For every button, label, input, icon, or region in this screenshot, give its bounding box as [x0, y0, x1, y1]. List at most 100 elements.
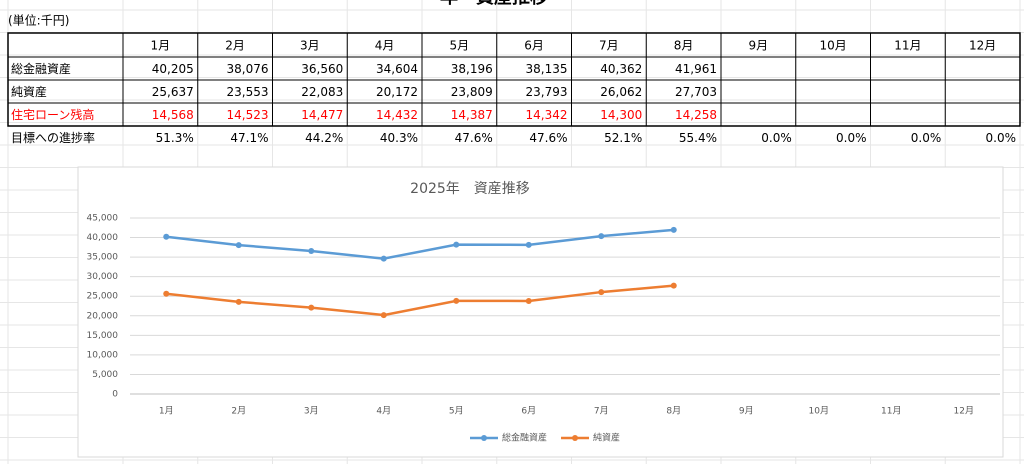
series-line — [166, 228, 674, 260]
data-point — [235, 298, 242, 305]
column-header: 11月 — [894, 39, 921, 53]
x-tick-label: 6月 — [521, 406, 536, 417]
x-tick-label: 2月 — [231, 406, 246, 417]
data-point — [453, 297, 460, 304]
cell-value: 44.2% — [305, 131, 343, 145]
chart-title: 2025年 資産推移 — [410, 181, 530, 197]
data-point — [163, 290, 170, 297]
data-point — [670, 282, 677, 289]
cell-value: 40.3% — [380, 131, 418, 145]
legend-marker — [572, 435, 579, 441]
data-point — [235, 242, 242, 249]
cell-value: 38,076 — [227, 62, 269, 76]
cell-value: 22,083 — [301, 85, 343, 99]
data-point — [598, 289, 605, 296]
cell-value: 23,809 — [451, 85, 493, 99]
y-tick-label: 35,000 — [87, 253, 119, 263]
cell-value: 27,703 — [675, 85, 717, 99]
cell-value: 26,062 — [600, 85, 642, 99]
cell-value: 40,362 — [600, 62, 642, 76]
row-label: 総金融資産 — [11, 61, 71, 76]
x-tick-label: 3月 — [304, 406, 319, 417]
column-header: 3月 — [300, 39, 320, 53]
y-tick-label: 40,000 — [87, 233, 119, 243]
row-label: 純資産 — [11, 84, 47, 99]
x-tick-label: 5月 — [449, 406, 464, 417]
cell-value: 14,477 — [301, 108, 343, 122]
legend-label: 純資産 — [593, 432, 620, 444]
x-tick-label: 4月 — [376, 406, 391, 417]
column-header: 1月 — [151, 39, 171, 53]
column-header: 9月 — [749, 39, 769, 53]
data-point — [380, 312, 387, 319]
x-tick-label: 7月 — [594, 406, 609, 417]
cell-value: 36,560 — [301, 62, 343, 76]
data-point — [163, 233, 170, 240]
cell-value: 55.4% — [679, 131, 717, 145]
cell-value: 47.6% — [455, 131, 493, 145]
x-tick-label: 1月 — [159, 406, 174, 417]
series-line — [166, 284, 674, 317]
x-tick-label: 12月 — [954, 406, 974, 417]
cell-value: 41,961 — [675, 62, 717, 76]
cell-value: 20,172 — [376, 85, 418, 99]
x-tick-label: 8月 — [666, 406, 681, 417]
column-header: 6月 — [524, 39, 544, 53]
y-tick-label: 5,000 — [92, 370, 118, 380]
row-label: 住宅ローン残高 — [11, 107, 94, 122]
column-header: 7月 — [599, 39, 619, 53]
cell-value: 38,135 — [526, 62, 568, 76]
y-tick-label: 45,000 — [87, 214, 119, 224]
cell-value: 47.6% — [529, 131, 567, 145]
cell-value: 14,387 — [451, 108, 493, 122]
cell-value: 23,553 — [227, 85, 269, 99]
y-tick-label: 30,000 — [87, 272, 119, 282]
column-header: 2月 — [225, 39, 245, 53]
y-tick-label: 25,000 — [87, 292, 119, 302]
unit-label: (単位:千円) — [8, 13, 69, 28]
data-point — [453, 241, 460, 248]
cell-value: 0.0% — [911, 131, 942, 145]
data-point — [380, 255, 387, 262]
data-point — [525, 297, 532, 304]
data-point — [670, 226, 677, 233]
column-header: 8月 — [674, 39, 694, 53]
legend-label: 総金融資産 — [502, 432, 547, 444]
x-tick-label: 9月 — [739, 406, 754, 417]
column-header: 5月 — [450, 39, 470, 53]
column-header: 4月 — [375, 39, 395, 53]
column-header: 10月 — [819, 39, 846, 53]
cell-value: 23,793 — [526, 85, 568, 99]
cell-value: 51.3% — [156, 131, 194, 145]
data-point — [308, 304, 315, 311]
data-point — [308, 248, 315, 255]
cell-value: 52.1% — [604, 131, 642, 145]
cell-value: 38,196 — [451, 62, 493, 76]
data-point — [598, 233, 605, 240]
y-tick-label: 10,000 — [87, 350, 119, 360]
cell-value: 14,258 — [675, 108, 717, 122]
cell-value: 47.1% — [230, 131, 268, 145]
cell-value: 25,637 — [152, 85, 194, 99]
cell-value: 0.0% — [761, 131, 792, 145]
x-tick-label: 11月 — [881, 406, 901, 417]
y-tick-label: 15,000 — [87, 331, 119, 341]
chart-area — [77, 166, 1004, 458]
x-tick-label: 10月 — [809, 406, 829, 417]
cell-value: 0.0% — [986, 131, 1017, 145]
cell-value: 14,523 — [227, 108, 269, 122]
cell-value: 0.0% — [836, 131, 867, 145]
cell-value: 14,432 — [376, 108, 418, 122]
cell-value: 40,205 — [152, 62, 194, 76]
column-header: 12月 — [969, 39, 996, 53]
row-label: 目標への進捗率 — [11, 130, 95, 145]
y-tick-label: 0 — [112, 390, 118, 400]
data-point — [525, 241, 532, 248]
cell-value: 34,604 — [376, 62, 418, 76]
cell-value: 14,568 — [152, 108, 194, 122]
sheet-title: 年 資産推移 — [440, 0, 548, 8]
cell-value: 14,342 — [526, 108, 568, 122]
legend-marker — [481, 435, 487, 441]
y-tick-label: 20,000 — [87, 311, 119, 321]
